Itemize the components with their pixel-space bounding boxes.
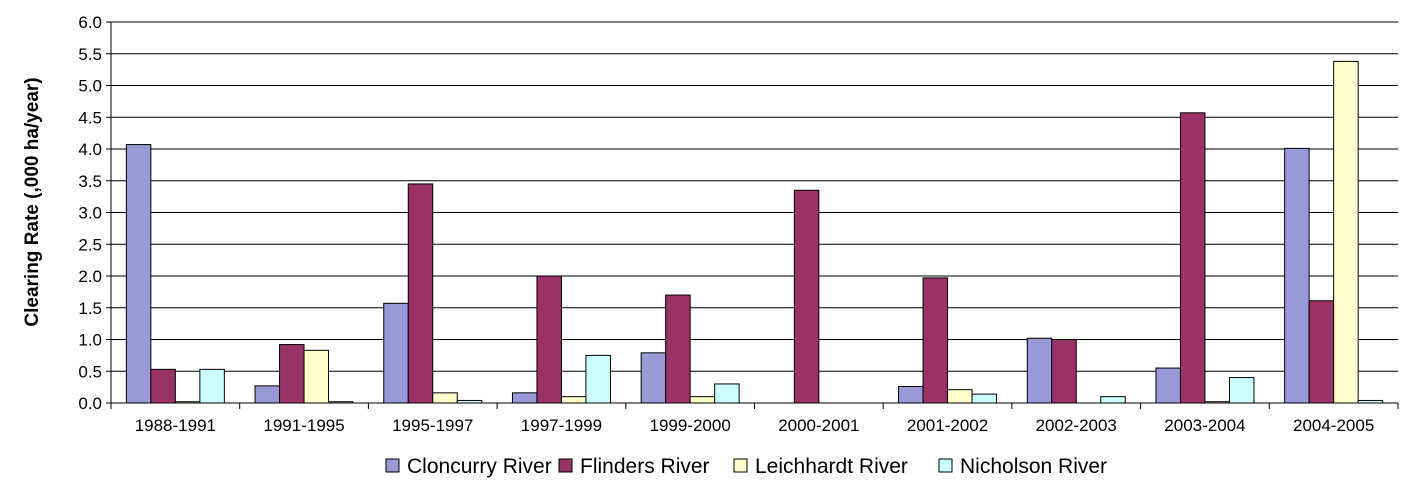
bar xyxy=(432,392,458,404)
bar xyxy=(971,393,998,404)
legend-item: Leichhardt River xyxy=(733,455,908,478)
x-tick-label: 1988-1991 xyxy=(135,416,216,435)
bar xyxy=(125,144,152,404)
bar xyxy=(383,302,409,404)
bar xyxy=(898,385,924,404)
bar xyxy=(407,183,434,404)
legend-swatch xyxy=(558,458,573,473)
x-tick-label: 2002-2003 xyxy=(1036,416,1117,435)
bar xyxy=(665,294,691,404)
y-tick-label: 4.5 xyxy=(78,108,102,127)
bar xyxy=(279,344,305,404)
bar xyxy=(511,392,538,404)
legend-label: Nicholson River xyxy=(960,455,1107,478)
legend-item: Flinders River xyxy=(558,455,710,478)
legend-swatch xyxy=(938,458,953,473)
legend-item: Nicholson River xyxy=(938,455,1107,478)
bar xyxy=(1051,339,1077,404)
legend-label: Cloncurry River xyxy=(407,455,552,478)
bar xyxy=(714,383,740,404)
bar xyxy=(1026,337,1053,404)
y-tick-label: 1.5 xyxy=(78,299,102,318)
bar xyxy=(254,385,281,404)
x-tick-label: 2004-2005 xyxy=(1293,416,1374,435)
y-tick-label: 4.0 xyxy=(78,140,102,159)
bar xyxy=(536,275,562,404)
bar xyxy=(1308,300,1335,404)
y-tick-label: 0.5 xyxy=(78,362,102,381)
bars xyxy=(125,60,1384,404)
y-tick-label: 3.0 xyxy=(78,204,102,223)
x-tick-label: 1995-1997 xyxy=(392,416,473,435)
gridlines xyxy=(111,21,1398,372)
bar xyxy=(947,389,973,404)
y-tick-label: 6.0 xyxy=(78,13,102,32)
axes: 0.0 0.5 1.0 1.5 2.0 2.5 3.0 3.5 4.0 4.5 5.0 5.5 6.0 1… xyxy=(78,13,1399,435)
bar xyxy=(1100,396,1126,404)
y-tick-label: 0.0 xyxy=(78,394,102,413)
legend-label: Flinders River xyxy=(580,455,710,478)
y-tick-label: 5.0 xyxy=(78,77,102,96)
y-axis-label: Clearing Rate (,000 ha/year) xyxy=(22,77,43,326)
x-tick-label: 1999-2000 xyxy=(649,416,730,435)
bar xyxy=(560,396,587,404)
bar xyxy=(1179,112,1206,404)
y-tick-label: 1.0 xyxy=(78,331,102,350)
bar xyxy=(1333,60,1359,404)
x-tick-label: 1991-1995 xyxy=(263,416,344,435)
bar xyxy=(303,349,330,404)
y-tick-label: 2.5 xyxy=(78,235,102,254)
legend-item: Cloncurry River xyxy=(385,455,552,478)
bar xyxy=(150,368,176,404)
bar xyxy=(1284,147,1310,404)
bar xyxy=(922,277,949,404)
legend: Cloncurry River Flinders River Leichhardt … xyxy=(385,455,1107,478)
bar xyxy=(1228,377,1255,404)
y-tick-label: 2.0 xyxy=(78,267,102,286)
legend-label: Leichhardt River xyxy=(755,455,908,478)
x-tick-label: 2000-2001 xyxy=(778,416,859,435)
bar xyxy=(689,396,716,404)
bar xyxy=(585,354,611,404)
bar xyxy=(1155,367,1181,404)
legend-swatch xyxy=(385,458,400,473)
y-tick-label: 3.5 xyxy=(78,172,102,191)
x-tick-label: 2001-2002 xyxy=(907,416,988,435)
bar xyxy=(199,368,225,404)
bar xyxy=(793,189,820,404)
y-tick-label: 5.5 xyxy=(78,45,102,64)
legend-swatch xyxy=(733,458,748,473)
x-tick-label: 1997-1999 xyxy=(521,416,602,435)
x-tick-label: 2003-2004 xyxy=(1164,416,1245,435)
bar xyxy=(640,352,667,404)
